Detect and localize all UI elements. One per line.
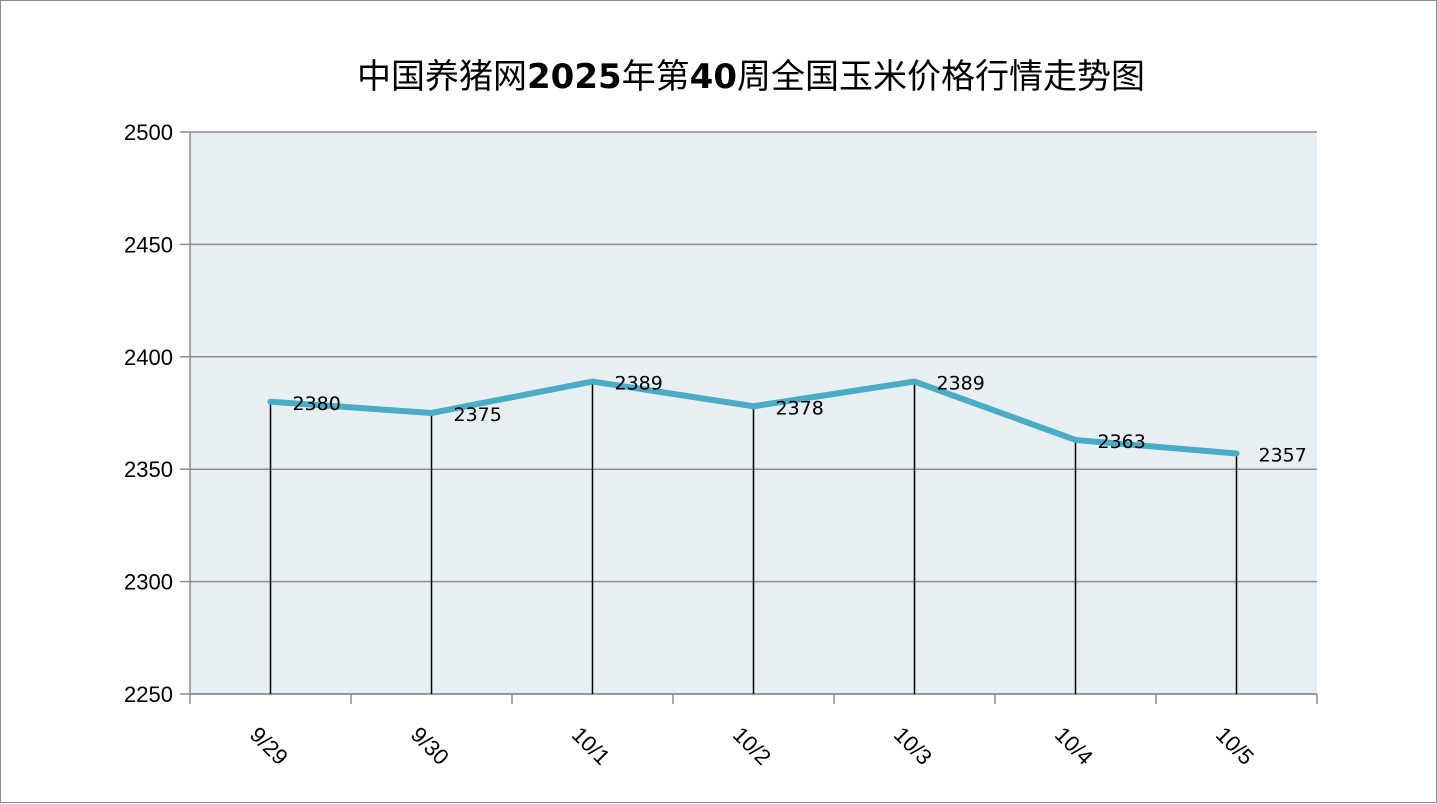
y-tick-label: 2500 [124, 120, 173, 145]
data-label-10/3: 2389 [937, 373, 985, 395]
x-tick-label: 10/3 [889, 722, 937, 770]
x-tick-label: 9/29 [245, 722, 293, 770]
x-tick-label: 10/2 [728, 722, 776, 770]
title-part-4: 40 [689, 57, 737, 97]
x-tick-label: 9/30 [406, 722, 454, 770]
data-label-10/2: 2378 [776, 397, 824, 419]
data-point-10/2 [751, 403, 756, 409]
data-point-9/30 [429, 410, 434, 416]
title-part-3: 年第 [621, 57, 690, 97]
data-point-10/4 [1073, 437, 1078, 443]
data-label-10/1: 2389 [615, 373, 663, 395]
title-part-5: 周全国玉米价格行情走势图 [736, 57, 1145, 97]
y-tick-label: 2450 [124, 232, 173, 257]
data-label-10/5: 2357 [1259, 444, 1307, 466]
data-point-10/3 [912, 379, 917, 385]
y-tick-label: 2350 [124, 457, 173, 482]
data-point-10/5 [1234, 450, 1239, 456]
data-label-9/30: 2375 [454, 404, 502, 426]
y-tick-label: 2400 [124, 345, 173, 370]
title-part-1: 中国养猪网 [357, 57, 528, 97]
x-tick-label: 10/4 [1050, 722, 1098, 770]
x-tick-label: 10/5 [1211, 722, 1259, 770]
x-tick-label: 10/1 [567, 722, 615, 770]
data-point-10/1 [590, 379, 595, 385]
y-tick-label: 2300 [124, 570, 173, 595]
y-tick-label: 2250 [124, 682, 173, 707]
title-part-2: 2025 [527, 57, 622, 97]
data-point-9/29 [268, 399, 273, 405]
chart-title: 中国养猪网2025年第40周全国玉米价格行情走势图 [1, 49, 1437, 98]
data-label-9/29: 2380 [293, 393, 341, 415]
data-label-10/4: 2363 [1098, 431, 1146, 453]
